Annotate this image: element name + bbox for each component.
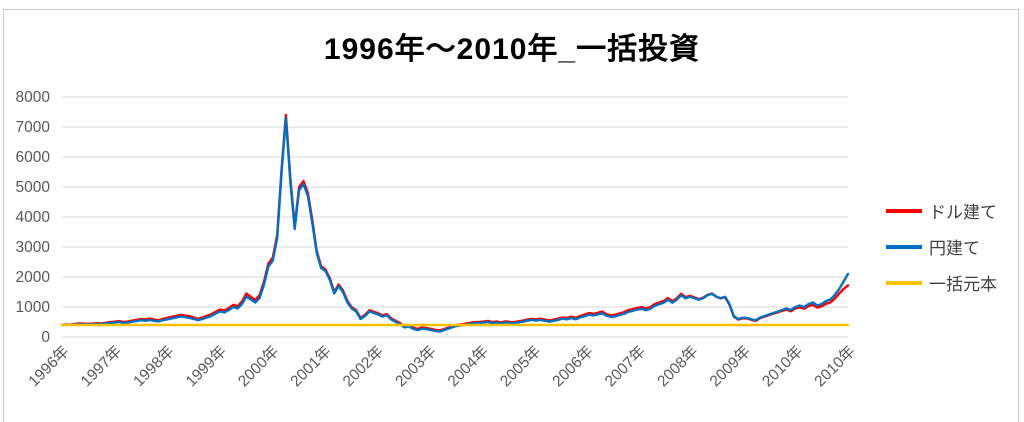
x-tick-label-8: 2004年	[444, 342, 492, 390]
dollar-line-swatch	[886, 208, 922, 213]
y-tick-label-0: 0	[41, 329, 50, 346]
series-line-1-yen	[60, 116, 850, 333]
y-tick-label-1000: 1000	[16, 299, 51, 316]
legend-label-principal: 一括元本	[929, 275, 997, 294]
y-tick-label-3000: 3000	[16, 239, 51, 256]
series-line-0-dollar	[60, 113, 850, 332]
x-tick-label-13: 2009年	[706, 342, 754, 390]
principal-line-swatch	[886, 280, 922, 285]
chart-title: 1996年～2010年_一括投資	[323, 33, 701, 66]
legend-item-principal: 一括元本	[886, 271, 997, 294]
x-tick-label-0: 1996年	[25, 342, 73, 390]
x-tick-label-3: 1999年	[182, 342, 230, 390]
y-tick-label-7000: 7000	[16, 119, 51, 136]
legend-item-dollar: ドル建て	[886, 199, 997, 222]
y-tick-label-4000: 4000	[16, 209, 51, 226]
y-tick-label-2000: 2000	[16, 269, 51, 286]
y-tick-label-8000: 8000	[16, 89, 51, 106]
x-tick-label-6: 2002年	[339, 342, 387, 390]
x-tick-label-5: 2001年	[287, 342, 335, 390]
y-tick-label-6000: 6000	[16, 149, 51, 166]
x-tick-label-12: 2008年	[654, 342, 702, 390]
x-tick-label-1: 1997年	[77, 342, 125, 390]
legend-item-yen: 円建て	[886, 235, 997, 258]
x-tick-label-10: 2006年	[549, 342, 597, 390]
chart-frame	[3, 9, 1019, 422]
legend-label-dollar: ドル建て	[929, 203, 997, 222]
x-tick-label-11: 2007年	[601, 342, 649, 390]
x-tick-label-14: 2010年	[758, 342, 806, 390]
yen-line-swatch	[886, 244, 922, 249]
x-tick-label-15: 2010年	[811, 342, 859, 390]
x-tick-label-2: 1998年	[130, 342, 178, 390]
legend-label-yen: 円建て	[929, 239, 980, 258]
y-tick-label-5000: 5000	[16, 179, 51, 196]
x-tick-label-9: 2005年	[496, 342, 544, 390]
x-tick-label-4: 2000年	[234, 342, 282, 390]
x-tick-label-7: 2003年	[392, 342, 440, 390]
legend: ドル建て 円建て 一括元本	[886, 199, 997, 294]
